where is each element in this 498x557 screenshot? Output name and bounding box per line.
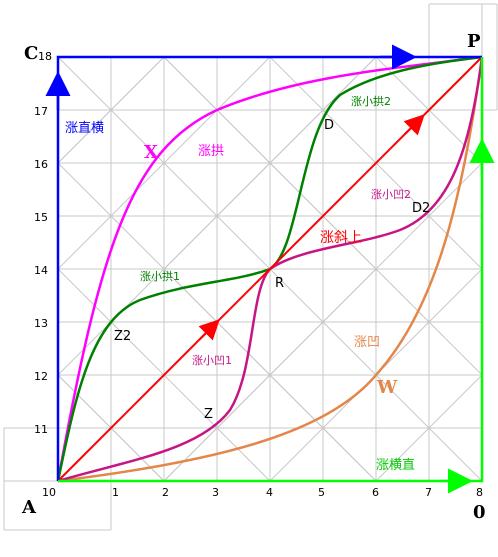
label-ao: 涨凹	[354, 335, 380, 350]
label-xiao-gong-2: 涨小拱2	[351, 94, 391, 108]
corner-c: C	[24, 43, 38, 64]
x-tick-5: 5	[318, 486, 325, 499]
corner-p: P	[467, 31, 481, 52]
y-tick-13: 13	[34, 317, 48, 330]
curve-zhi-heng	[56, 55, 482, 481]
x-tick-8: 8	[476, 486, 483, 499]
y-tick-12: 12	[34, 370, 48, 383]
origin-tick: 10	[42, 486, 56, 499]
point-z2: Z2	[114, 329, 131, 344]
point-w: W	[376, 377, 398, 398]
arrow-red-1	[198, 319, 220, 341]
x-tick-2: 2	[162, 486, 169, 499]
curve-heng-zhi	[58, 57, 484, 483]
x-tick-1: 1	[112, 486, 119, 499]
label-zhi-heng: 涨直横	[65, 121, 104, 136]
y-tick-16: 16	[34, 158, 48, 171]
corner-o: 0	[473, 502, 486, 523]
curve-gong	[56, 55, 483, 482]
corner-c-number: 18	[38, 50, 52, 63]
label-heng-zhi: 涨横直	[376, 458, 415, 473]
point-r: R	[275, 276, 284, 291]
point-z: Z	[204, 407, 213, 422]
point-x: X	[144, 142, 158, 163]
x-axis-ticks: 10 1 2 3 4 5 6 7 8	[42, 486, 483, 499]
curve-ao	[57, 56, 484, 483]
y-tick-14: 14	[34, 264, 48, 277]
label-gong: 涨拱	[198, 144, 224, 159]
y-tick-17: 17	[34, 105, 48, 118]
label-xiao-ao-1: 涨小凹1	[192, 354, 232, 367]
y-axis-ticks: 17 16 15 14 13 12 11	[34, 105, 48, 436]
arrow-red-2	[403, 114, 425, 136]
grid	[3, 3, 498, 531]
label-xie-shang: 涨斜上	[320, 230, 362, 246]
label-xiao-ao-2: 涨小凹2	[371, 188, 411, 201]
y-tick-15: 15	[34, 211, 48, 224]
point-d2: D2	[412, 201, 430, 216]
x-tick-7: 7	[425, 486, 432, 499]
y-tick-11: 11	[34, 423, 48, 436]
corner-a: A	[21, 497, 37, 518]
point-d: D	[324, 118, 334, 133]
x-tick-4: 4	[266, 486, 273, 499]
x-tick-3: 3	[212, 486, 219, 499]
x-tick-6: 6	[372, 486, 379, 499]
label-xiao-gong-1: 涨小拱1	[140, 269, 180, 283]
